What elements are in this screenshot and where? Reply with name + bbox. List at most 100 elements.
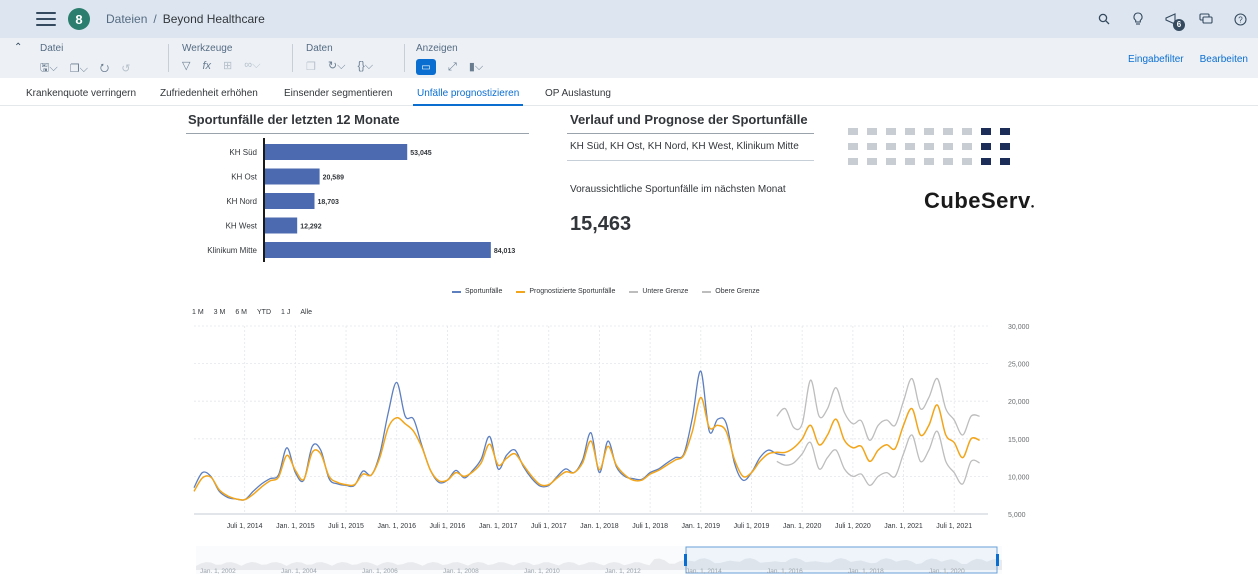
navigator-label: Jan. 1, 2004: [281, 568, 317, 575]
forecast-subtitle-rule: [567, 160, 814, 161]
navigator-handle-right[interactable]: [996, 554, 999, 566]
legend-label: Obere Grenze: [715, 288, 760, 295]
x-tick-label: Juli 1, 2019: [734, 523, 770, 530]
line-chart: 5,000 10,000 15,000 20,000 25,000 30,000 Juli …: [193, 324, 1030, 530]
input-filter-button[interactable]: Eingabefilter: [1128, 54, 1184, 65]
breadcrumb-root[interactable]: Dateien: [106, 12, 148, 26]
collapse-toolbar-icon[interactable]: ⌃: [14, 42, 23, 53]
range-navigator[interactable]: Jan. 1, 2002 Jan. 1, 2004 Jan. 1, 2006 Jan.…: [196, 546, 1002, 576]
copy-icon[interactable]: ❐⌵: [69, 62, 88, 75]
navigator-label: Jan. 1, 2018: [848, 568, 884, 575]
help-icon[interactable]: ?: [1232, 11, 1248, 27]
toolbar: ⌃ Datei 🖫⌵ ❐⌵ ⭮ ↺ Werkzeuge ▽ fx ⊞ ∞⌵ Da…: [0, 38, 1258, 78]
svg-text:?: ?: [1238, 15, 1243, 24]
breadcrumb-current: Beyond Healthcare: [162, 12, 265, 26]
legend-item[interactable]: Untere Grenze: [629, 288, 688, 295]
legend-label: Prognostizierte Sportunfälle: [529, 288, 616, 295]
legend-item[interactable]: Sportunfälle: [452, 288, 502, 295]
table-icon[interactable]: ⊞: [223, 60, 233, 72]
navigator-label: Jan. 1, 2002: [200, 568, 236, 575]
bar-category-label: KH West: [226, 222, 258, 231]
edit-button[interactable]: Bearbeiten: [1199, 54, 1248, 65]
bar-category-label: KH Nord: [226, 197, 257, 206]
tab-einsender[interactable]: Einsender segmentieren: [284, 88, 393, 99]
code-icon[interactable]: {}⌵: [357, 59, 374, 72]
bar-title-rule: [186, 133, 529, 134]
y-tick-label: 25,000: [1008, 362, 1030, 369]
navigator-area: [196, 558, 1002, 570]
lightbulb-icon[interactable]: [1130, 11, 1146, 27]
bar-value-label: 18,703: [317, 199, 339, 206]
refresh-icon[interactable]: ↻⌵: [327, 60, 346, 72]
toolbar-group-tools: Werkzeuge ▽ fx ⊞ ∞⌵: [182, 43, 260, 72]
link-icon[interactable]: ∞⌵: [244, 59, 261, 71]
bar-category-label: KH Ost: [231, 173, 258, 182]
zoom-button[interactable]: Alle: [300, 309, 313, 316]
bookmark-icon[interactable]: ▮⌵: [468, 61, 484, 73]
filter-icon[interactable]: ▽: [182, 60, 191, 72]
history-icon[interactable]: ↺: [121, 63, 131, 75]
legend-swatch: [629, 290, 639, 293]
notifications-icon[interactable]: 6: [1164, 11, 1185, 31]
y-tick-label: 30,000: [1008, 324, 1030, 331]
series-line[interactable]: [193, 396, 980, 501]
toolbar-divider: [168, 44, 169, 72]
x-tick-label: Jan. 1, 2020: [783, 523, 822, 530]
zoom-button[interactable]: 3 M: [213, 309, 226, 316]
tab-unfaelle[interactable]: Unfälle prognostizieren: [412, 88, 524, 106]
legend-item[interactable]: Prognostizierte Sportunfälle: [516, 288, 615, 295]
y-tick-label: 20,000: [1008, 399, 1030, 406]
bar[interactable]: [264, 242, 491, 258]
bar-chart-title: Sportunfälle der letzten 12 Monate: [188, 112, 400, 127]
series-line[interactable]: [776, 430, 980, 487]
comment-icon[interactable]: ▭: [416, 59, 436, 75]
series-line[interactable]: [776, 377, 980, 441]
shell-actions: 6 ?: [1096, 0, 1248, 38]
avatar[interactable]: 8: [68, 8, 90, 30]
toolbar-divider: [292, 44, 293, 72]
navigator-label: Jan. 1, 2008: [443, 568, 479, 575]
bar[interactable]: [264, 144, 408, 160]
tab-krankenquote[interactable]: Krankenquote verringern: [26, 88, 137, 99]
toolbar-group-label: Datei: [40, 43, 64, 54]
data-copy-icon[interactable]: ❐: [306, 60, 316, 73]
kpi-label: Voraussichtliche Sportunfälle im nächste…: [570, 184, 786, 195]
share-icon[interactable]: ⭮: [99, 62, 110, 74]
search-icon[interactable]: [1096, 11, 1112, 27]
legend-item[interactable]: Obere Grenze: [702, 288, 760, 295]
bar[interactable]: [264, 168, 320, 185]
y-tick-label: 5,000: [1008, 512, 1026, 519]
bar[interactable]: [264, 217, 298, 234]
hamburger-menu-icon[interactable]: [36, 12, 56, 26]
save-icon[interactable]: 🖫⌵: [40, 62, 58, 74]
bar-chart: KH Süd 53,045 KH Ost 20,589 KH Nord 18,703 KH …: [207, 138, 515, 262]
fullscreen-icon[interactable]: ⤢: [448, 60, 457, 73]
bar-value-label: 53,045: [410, 150, 432, 157]
navigator-label: Jan. 1, 2016: [767, 568, 803, 575]
toolbar-group-view: Anzeigen ▭ ⤢ ▮⌵: [416, 43, 483, 75]
forecast-title: Verlauf und Prognose der Sportunfälle: [570, 112, 808, 127]
navigator-label: Jan. 1, 2006: [362, 568, 398, 575]
feedback-icon[interactable]: [1198, 11, 1214, 27]
x-tick-label: Jan. 1, 2018: [580, 523, 619, 530]
tab-op-auslastung[interactable]: OP Auslastung: [545, 88, 611, 99]
x-tick-label: Juli 1, 2020: [835, 523, 871, 530]
zoom-button[interactable]: 1 M: [192, 309, 204, 316]
x-tick-label: Jan. 1, 2019: [682, 523, 721, 530]
tab-zufriedenheit[interactable]: Zufriedenheit erhöhen: [160, 88, 258, 99]
notification-badge: 6: [1173, 19, 1185, 31]
formula-icon[interactable]: fx: [202, 59, 212, 72]
x-tick-label: Juli 1, 2021: [936, 523, 972, 530]
bar-value-label: 20,589: [323, 175, 345, 182]
bar-category-label: KH Süd: [229, 148, 257, 157]
bar[interactable]: [264, 193, 315, 209]
zoom-button[interactable]: YTD: [257, 309, 272, 316]
toolbar-group-label: Daten: [306, 43, 333, 54]
bar-value-label: 12,292: [300, 224, 322, 231]
series-line[interactable]: [193, 370, 786, 501]
x-tick-label: Juli 1, 2016: [429, 523, 465, 530]
x-tick-label: Juli 1, 2018: [632, 523, 668, 530]
zoom-button[interactable]: 1 J: [281, 309, 291, 316]
navigator-handle-left[interactable]: [684, 554, 687, 566]
zoom-button[interactable]: 6 M: [235, 309, 248, 316]
